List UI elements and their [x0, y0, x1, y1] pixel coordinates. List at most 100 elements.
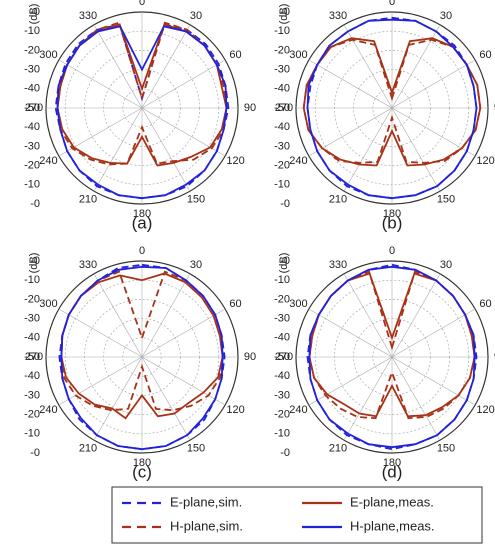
r-tick-label: -50 [24, 102, 40, 114]
r-tick-label: -50 [274, 351, 290, 363]
r-tick-label: -40 [24, 332, 40, 344]
series-line [306, 18, 478, 200]
theta-tick-label: 120 [226, 155, 244, 167]
theta-tick-label: 0 [139, 245, 145, 257]
theta-tick-label: 330 [329, 259, 347, 271]
spoke [141, 356, 226, 406]
subtitle: (b) [382, 213, 403, 232]
spoke [141, 107, 191, 192]
legend-box [111, 486, 483, 544]
theta-tick-label: 300 [39, 49, 57, 61]
r-tick-label: -50 [274, 102, 290, 114]
r-tick-label: -30 [24, 64, 40, 76]
theta-tick-label: 30 [190, 10, 202, 22]
legend-label: H-plane,sim. [170, 518, 243, 533]
theta-tick-label: 240 [289, 155, 307, 167]
spoke [141, 273, 191, 358]
theta-tick-label: 120 [476, 404, 494, 416]
theta-tick-label: 90 [244, 102, 256, 114]
r-tick-label: -0 [30, 255, 40, 267]
radial-axis-label: (dB) [278, 4, 290, 25]
r-tick-label: -40 [274, 370, 290, 382]
subtitle: (a) [132, 213, 153, 232]
r-tick-label: -40 [274, 121, 290, 133]
spoke [391, 356, 441, 441]
theta-tick-label: 240 [39, 404, 57, 416]
theta-tick-label: 90 [494, 102, 495, 114]
r-tick-label: -40 [24, 83, 40, 95]
theta-tick-label: 330 [79, 259, 97, 271]
spoke [391, 308, 476, 358]
spoke [93, 356, 143, 441]
theta-tick-label: 180 [383, 208, 401, 220]
spoke [58, 308, 143, 358]
theta-tick-label: 210 [79, 194, 97, 206]
r-tick-label: -20 [24, 44, 40, 56]
theta-tick-label: 120 [226, 404, 244, 416]
series-line [56, 25, 228, 200]
theta-tick-label: 240 [289, 404, 307, 416]
spoke [308, 308, 393, 358]
theta-tick-label: 30 [440, 10, 452, 22]
r-tick-label: -20 [274, 409, 290, 421]
r-tick-label: -0 [280, 6, 290, 18]
spoke [391, 59, 476, 109]
r-tick-label: -10 [24, 428, 40, 440]
theta-tick-label: 60 [229, 49, 241, 61]
theta-tick-label: 270 [275, 351, 293, 363]
spoke [141, 24, 191, 109]
spoke [93, 107, 143, 192]
r-tick-label: -40 [274, 332, 290, 344]
spoke [343, 107, 393, 192]
spoke [58, 107, 143, 157]
theta-tick-label: 300 [289, 298, 307, 310]
r-tick-label: -0 [280, 255, 290, 267]
r-tick-label: -20 [274, 160, 290, 172]
theta-tick-label: 210 [329, 443, 347, 455]
radial-axis-label: (dB) [28, 253, 40, 274]
r-tick-label: -40 [24, 370, 40, 382]
r-tick-label: -20 [24, 160, 40, 172]
spoke [141, 356, 191, 441]
legend-label: E-plane,sim. [170, 494, 242, 509]
legend-label: E-plane,meas. [350, 494, 434, 509]
r-tick-label: -10 [274, 274, 290, 286]
r-tick-label: -20 [24, 293, 40, 305]
theta-tick-label: 330 [79, 10, 97, 22]
theta-tick-label: 150 [187, 443, 205, 455]
r-tick-label: -50 [24, 351, 40, 363]
theta-tick-label: 270 [275, 102, 293, 114]
spoke [58, 59, 143, 109]
spoke [141, 107, 226, 157]
r-tick-label: -40 [274, 83, 290, 95]
spoke [308, 356, 393, 406]
spoke [141, 59, 226, 109]
r-tick-label: -0 [30, 198, 40, 210]
theta-tick-label: 240 [39, 155, 57, 167]
r-tick-label: -10 [24, 25, 40, 37]
theta-tick-label: 90 [494, 351, 495, 363]
theta-tick-label: 300 [39, 298, 57, 310]
r-tick-label: -30 [274, 389, 290, 401]
spoke [93, 273, 143, 358]
theta-tick-label: 180 [383, 457, 401, 469]
theta-tick-label: 30 [190, 259, 202, 271]
r-tick-label: -10 [24, 274, 40, 286]
r-tick-label: -10 [274, 179, 290, 191]
r-tick-label: -0 [30, 6, 40, 18]
series-line [60, 265, 224, 451]
theta-tick-label: 30 [440, 259, 452, 271]
theta-tick-label: 210 [79, 443, 97, 455]
theta-tick-label: 0 [389, 0, 395, 8]
theta-tick-label: 150 [437, 443, 455, 455]
spoke [308, 107, 393, 157]
spoke [141, 308, 226, 358]
theta-tick-label: 210 [329, 194, 347, 206]
theta-tick-label: 180 [133, 457, 151, 469]
spoke [391, 24, 441, 109]
subtitle: (d) [382, 462, 403, 481]
legend-label: H-plane,meas. [350, 518, 435, 533]
r-tick-label: -30 [274, 140, 290, 152]
subtitle: (c) [132, 462, 152, 481]
